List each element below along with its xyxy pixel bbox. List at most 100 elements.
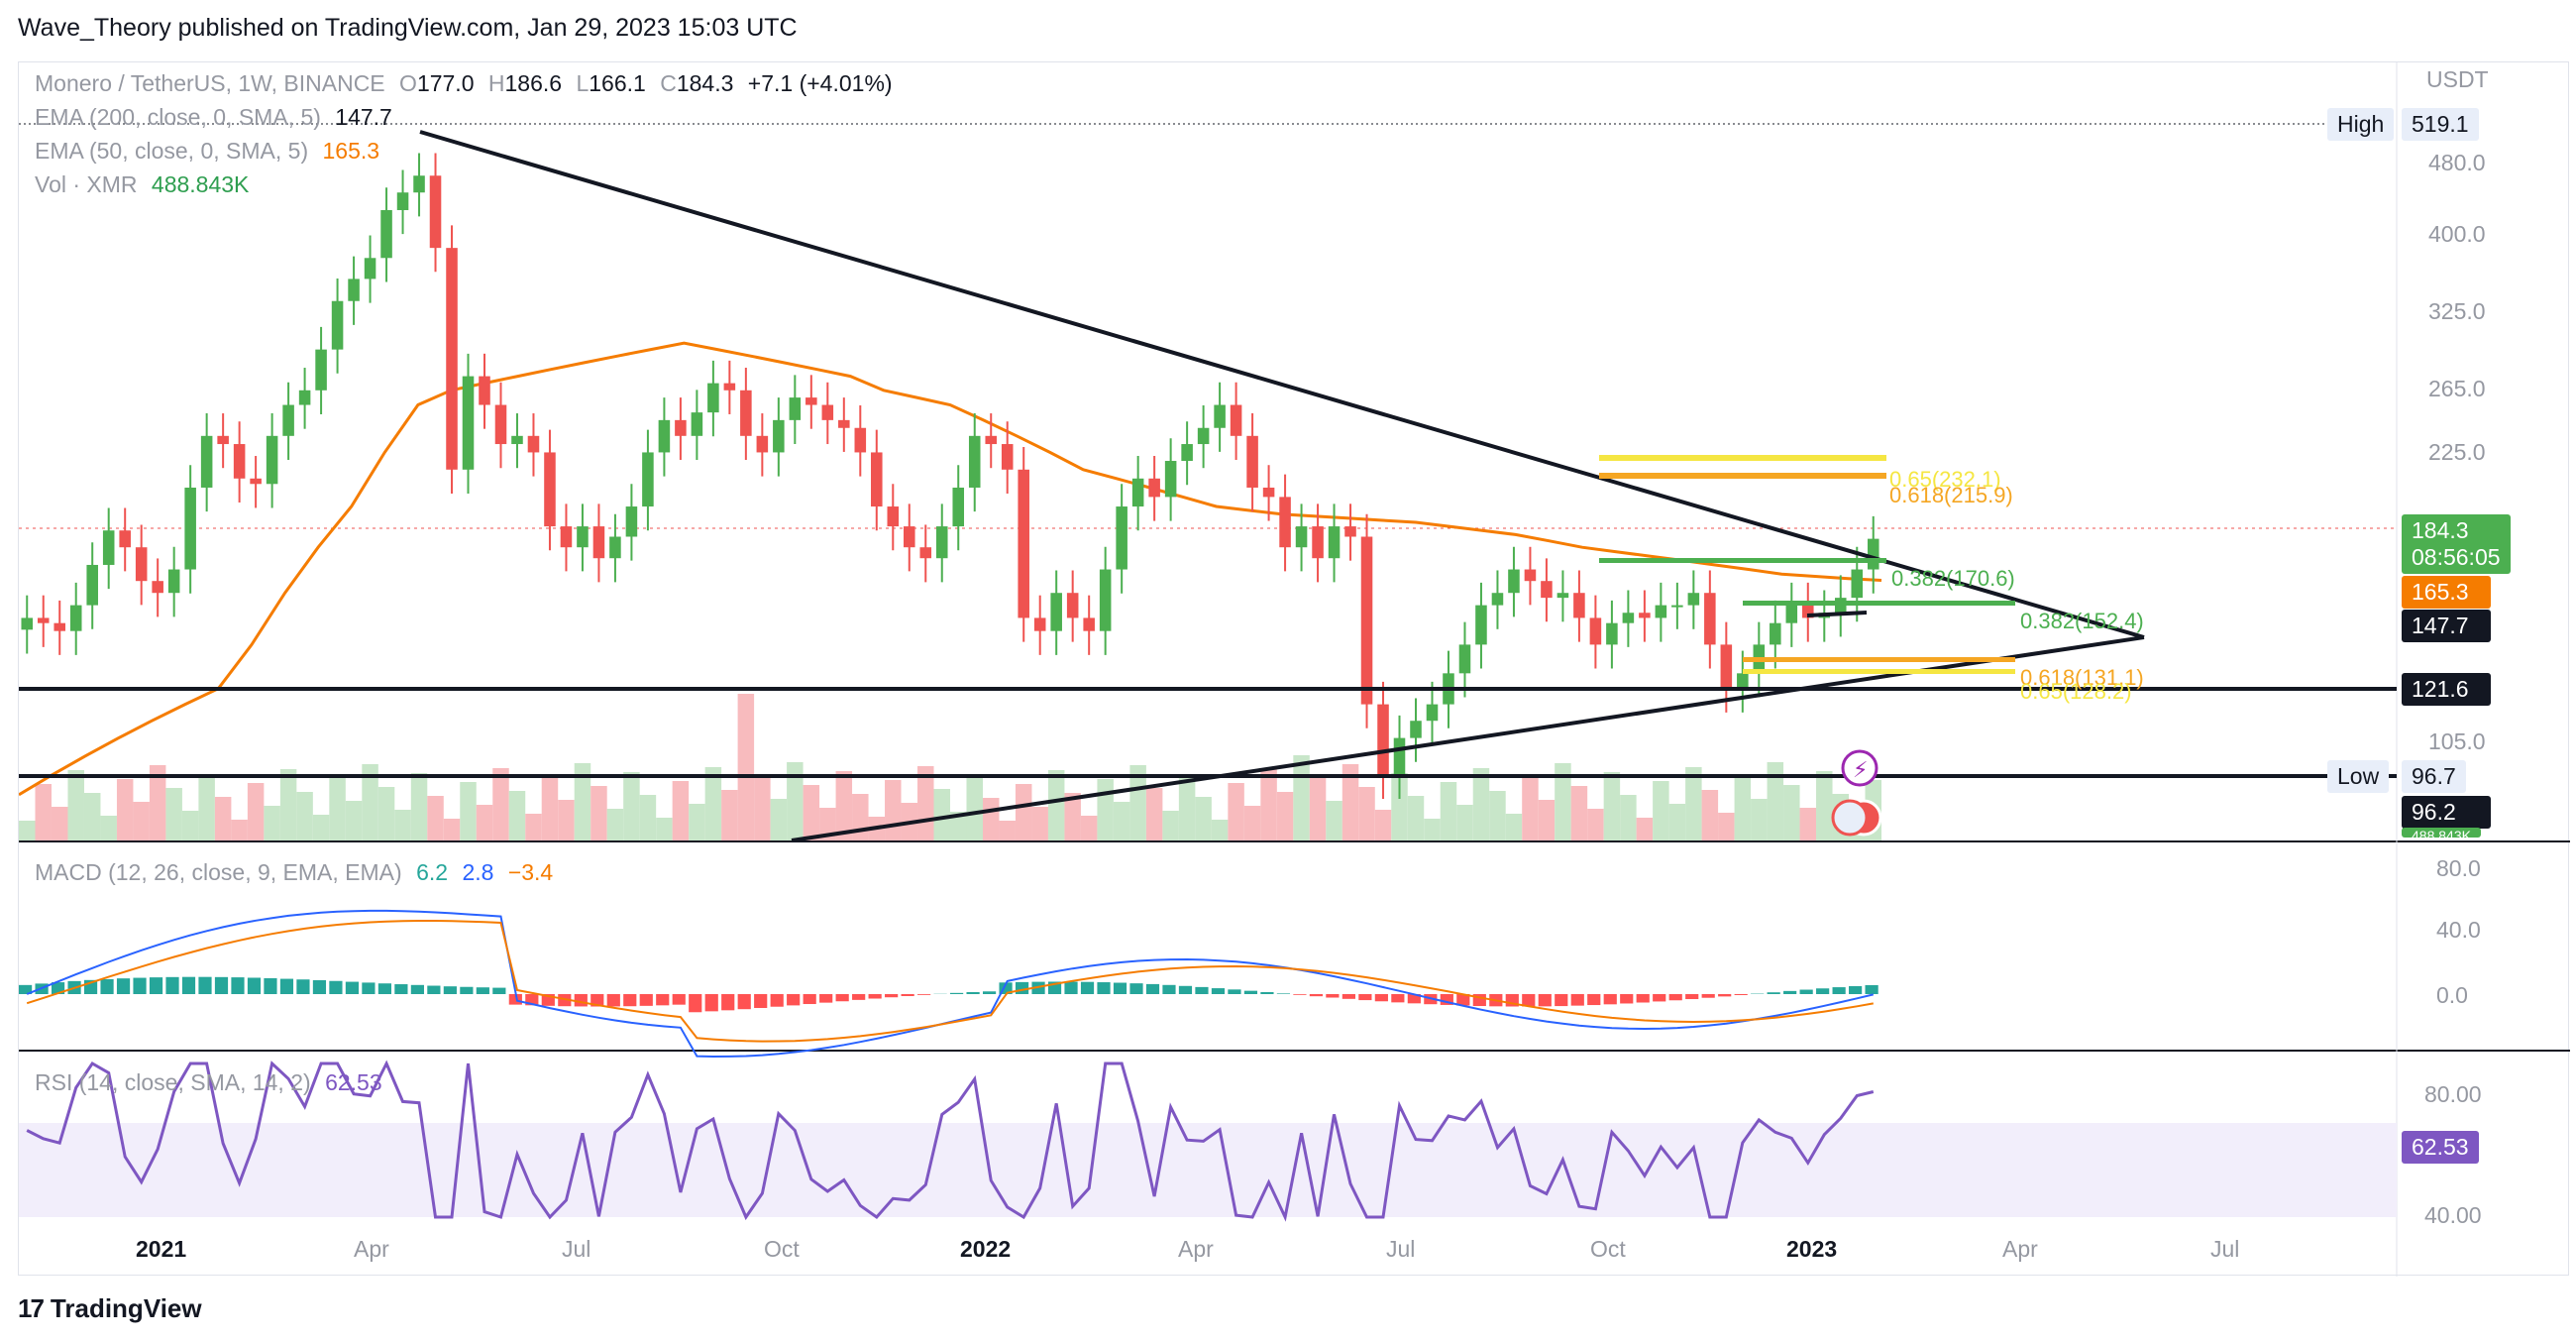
chart-svg[interactable]: ⚡ bbox=[19, 62, 2570, 1277]
candle-body[interactable] bbox=[544, 452, 556, 527]
candle-body[interactable] bbox=[904, 526, 915, 548]
candle-body[interactable] bbox=[1491, 593, 1504, 606]
candles[interactable] bbox=[21, 153, 1879, 800]
candle-body[interactable] bbox=[1475, 605, 1487, 645]
candle-body[interactable] bbox=[413, 175, 425, 193]
fib-0618-upper[interactable] bbox=[1599, 473, 1886, 479]
candle-body[interactable] bbox=[331, 300, 344, 350]
candle-body[interactable] bbox=[1606, 622, 1618, 645]
candle-body[interactable] bbox=[577, 526, 589, 548]
candle-body[interactable] bbox=[1344, 526, 1356, 537]
candle-body[interactable] bbox=[21, 617, 34, 630]
candle-body[interactable] bbox=[1360, 536, 1373, 705]
ema200-price-tag[interactable]: 147.7 bbox=[2402, 610, 2491, 642]
candle-body[interactable] bbox=[1083, 617, 1095, 631]
candle-body[interactable] bbox=[1148, 478, 1160, 498]
fib-0382-lower[interactable] bbox=[1743, 601, 2015, 606]
candle-body[interactable] bbox=[1018, 469, 1029, 618]
candle-body[interactable] bbox=[560, 526, 573, 548]
candle-body[interactable] bbox=[1246, 435, 1258, 488]
lightning-event-icon[interactable] bbox=[1841, 749, 1878, 787]
candle-body[interactable] bbox=[184, 487, 196, 570]
fib-0382-upper[interactable] bbox=[1599, 558, 1886, 563]
candle-body[interactable] bbox=[1851, 569, 1864, 599]
candle-body[interactable] bbox=[511, 435, 523, 445]
low-line-price-tag[interactable]: 96.2 bbox=[2402, 796, 2491, 829]
candle-body[interactable] bbox=[102, 530, 115, 565]
candle-body[interactable] bbox=[805, 397, 817, 405]
candle-body[interactable] bbox=[364, 258, 376, 280]
ema50-line[interactable] bbox=[19, 341, 1882, 797]
chart-frame[interactable]: ⚡ Monero / TetherUS, 1W, BINANCE O177.0 … bbox=[18, 61, 2570, 1277]
volume-legend[interactable]: Vol · XMR 488.843K bbox=[35, 171, 257, 198]
candle-body[interactable] bbox=[1687, 593, 1700, 606]
candle-body[interactable] bbox=[1099, 569, 1112, 631]
ema200-legend[interactable]: EMA (200, close, 0, SMA, 5) 147.7 bbox=[35, 104, 400, 131]
candle-body[interactable] bbox=[1328, 526, 1341, 559]
candle-body[interactable] bbox=[298, 390, 311, 405]
candle-body[interactable] bbox=[1867, 538, 1879, 570]
candle-body[interactable] bbox=[789, 397, 802, 420]
candle-body[interactable] bbox=[54, 622, 65, 631]
candle-body[interactable] bbox=[86, 564, 98, 606]
candle-body[interactable] bbox=[1214, 404, 1226, 428]
macd-signal-line[interactable] bbox=[26, 920, 1874, 1043]
rsi-legend[interactable]: RSI (14, close, SMA, 14, 2) 62.53 bbox=[35, 1069, 390, 1096]
candle-body[interactable] bbox=[1164, 461, 1177, 498]
last-price-tag[interactable]: 184.3 08:56:05 bbox=[2402, 514, 2511, 574]
fib-0618-lower[interactable] bbox=[1743, 657, 2015, 662]
candle-body[interactable] bbox=[315, 349, 327, 391]
candle-body[interactable] bbox=[37, 617, 50, 623]
candle-body[interactable] bbox=[1066, 593, 1079, 618]
candle-body[interactable] bbox=[1770, 622, 1781, 645]
candle-body[interactable] bbox=[494, 404, 507, 445]
candle-body[interactable] bbox=[1785, 605, 1798, 623]
candle-body[interactable] bbox=[135, 547, 148, 582]
candle-body[interactable] bbox=[282, 404, 294, 436]
candle-body[interactable] bbox=[1622, 613, 1635, 623]
candle-body[interactable] bbox=[887, 506, 900, 527]
candle-body[interactable] bbox=[1802, 605, 1814, 618]
candle-body[interactable] bbox=[119, 530, 131, 548]
candle-body[interactable] bbox=[1001, 444, 1014, 470]
candle-body[interactable] bbox=[1410, 721, 1422, 738]
candle-body[interactable] bbox=[1116, 506, 1127, 570]
candle-body[interactable] bbox=[919, 547, 932, 559]
candle-body[interactable] bbox=[1541, 581, 1553, 599]
candle-body[interactable] bbox=[723, 383, 736, 391]
candle-body[interactable] bbox=[1312, 526, 1324, 559]
candle-body[interactable] bbox=[1393, 737, 1406, 775]
candle-body[interactable] bbox=[429, 175, 442, 249]
candle-body[interactable] bbox=[1639, 613, 1651, 618]
candle-body[interactable] bbox=[838, 419, 850, 428]
candle-body[interactable] bbox=[217, 435, 229, 445]
candle-body[interactable] bbox=[1279, 497, 1291, 548]
candle-body[interactable] bbox=[1377, 704, 1389, 775]
candle-body[interactable] bbox=[380, 209, 392, 259]
candle-body[interactable] bbox=[1426, 704, 1439, 722]
candle-body[interactable] bbox=[1181, 444, 1193, 462]
candle-body[interactable] bbox=[773, 419, 785, 453]
rsi-value-tag[interactable]: 62.53 bbox=[2402, 1131, 2479, 1164]
candle-body[interactable] bbox=[1230, 404, 1242, 436]
symbol-legend[interactable]: Monero / TetherUS, 1W, BINANCE O177.0 H1… bbox=[35, 70, 901, 97]
tradingview-logo[interactable]: 17 TradingView bbox=[18, 1293, 202, 1324]
candle-body[interactable] bbox=[266, 435, 278, 485]
candle-body[interactable] bbox=[609, 536, 621, 559]
candle-body[interactable] bbox=[1573, 593, 1585, 618]
candle-body[interactable] bbox=[985, 435, 997, 445]
candle-body[interactable] bbox=[1524, 569, 1537, 582]
candle-body[interactable] bbox=[233, 444, 246, 479]
candle-body[interactable] bbox=[1295, 526, 1308, 548]
descending-trendline[interactable] bbox=[419, 130, 2145, 639]
candle-body[interactable] bbox=[479, 376, 490, 405]
us-flag-event-icon[interactable] bbox=[1831, 799, 1869, 837]
candle-body[interactable] bbox=[1033, 617, 1046, 631]
candle-body[interactable] bbox=[871, 452, 883, 507]
candle-body[interactable] bbox=[348, 279, 360, 301]
candle-body[interactable] bbox=[1704, 593, 1716, 645]
candle-body[interactable] bbox=[1720, 644, 1733, 689]
candle-body[interactable] bbox=[1197, 427, 1210, 445]
candle-body[interactable] bbox=[740, 390, 752, 436]
fib-065-lower[interactable] bbox=[1743, 669, 2015, 674]
